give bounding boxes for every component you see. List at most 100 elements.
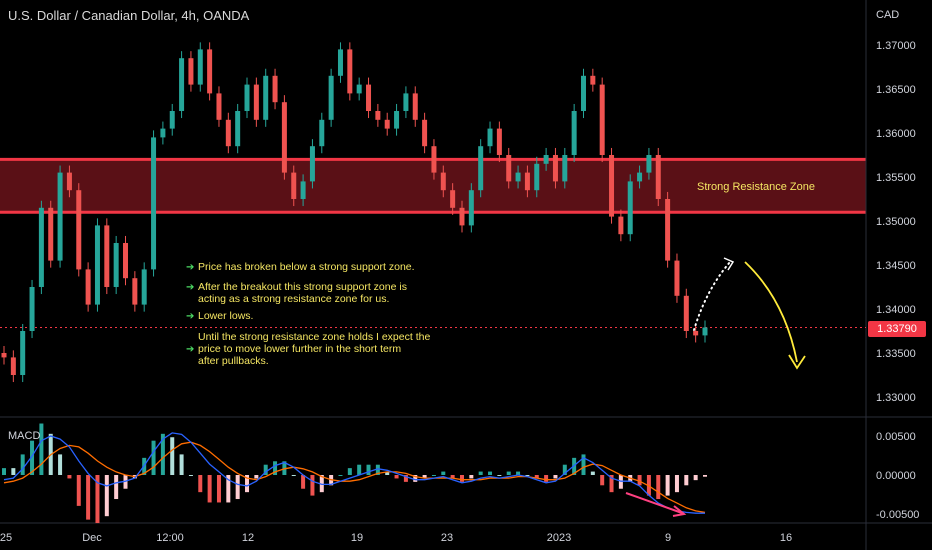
macd-divergence-line [625, 492, 683, 514]
candle-body [253, 84, 259, 120]
candle-body [440, 172, 446, 191]
macd-tick-label: 0.00500 [876, 431, 916, 443]
macd-histogram-bar [86, 475, 91, 520]
macd-histogram-bar [394, 475, 399, 479]
price-tick-label: 1.35500 [876, 172, 916, 184]
macd-histogram-bar [273, 461, 278, 475]
macd-histogram-bar [254, 475, 259, 479]
macd-histogram-bar [301, 475, 306, 489]
note-3: Lower lows. [198, 310, 254, 322]
price-tick-label: 1.33000 [876, 392, 916, 404]
candle-body [235, 111, 241, 147]
candle-body [431, 146, 437, 173]
price-series [1, 42, 708, 383]
candle-body [356, 84, 362, 94]
macd-histogram-bar [450, 475, 455, 479]
candle-body [674, 260, 680, 296]
macd-histogram-bar [170, 437, 175, 475]
candle-body [459, 207, 465, 226]
candle-body [384, 119, 390, 129]
macd-histogram-bar [506, 471, 511, 475]
candle-body [104, 225, 110, 287]
macd-histogram-bar [235, 475, 240, 500]
candle-body [85, 269, 91, 305]
candle-body [57, 172, 63, 261]
macd-histogram-bar [553, 475, 558, 479]
macd-histogram-bar [572, 457, 577, 475]
macd-histogram-bar [600, 475, 605, 486]
candle-body [160, 128, 166, 138]
pullback-projection-dotted [693, 261, 731, 331]
candle-body [66, 172, 72, 191]
candle-body [48, 207, 54, 261]
note-2: After the breakout this strong support z… [198, 281, 407, 305]
macd-histogram-bar [693, 475, 698, 481]
macd-histogram-bar [516, 471, 521, 475]
price-tick-label: 1.36000 [876, 128, 916, 140]
time-tick-label: 16 [780, 532, 792, 544]
time-tick-label: 25 [0, 532, 12, 544]
candle-body [468, 190, 474, 226]
zone-label: Strong Resistance Zone [697, 181, 816, 193]
macd-tick-label: 0.00000 [876, 470, 916, 482]
candle-body [422, 119, 428, 147]
price-axis[interactable]: 1.37000 1.36500 1.36000 1.35500 1.35000 1.345… [876, 40, 916, 404]
chart-title[interactable]: U.S. Dollar / Canadian Dollar, 4h, OANDA [8, 8, 250, 23]
macd-histogram-bar [478, 471, 483, 475]
macd-histogram-bar [488, 471, 493, 475]
macd-histogram-bar [413, 475, 418, 482]
macd-histogram-bar [441, 471, 446, 475]
macd-histogram-bar [665, 475, 670, 496]
macd-histogram-bar [581, 454, 586, 475]
candle-body [328, 75, 334, 120]
macd-histogram-bar [30, 440, 35, 475]
macd-histogram-bar [590, 471, 595, 475]
macd-histogram-bar [20, 454, 25, 475]
macd-axis[interactable]: 0.00500 0.00000 -0.00500 [876, 431, 919, 521]
candle-body [702, 327, 708, 336]
price-tick-label: 1.34500 [876, 260, 916, 272]
macd-histogram-bar [207, 475, 212, 503]
candle-body [506, 155, 512, 182]
candle-body [655, 155, 661, 199]
macd-histogram-bar [525, 475, 530, 476]
macd-histogram-bar [703, 475, 707, 477]
macd-histogram-bar [67, 475, 72, 479]
candle-body [309, 146, 315, 182]
candle-body [562, 155, 568, 182]
candle-body [403, 93, 409, 111]
macd-signal-line [3, 441, 706, 514]
time-axis[interactable]: 25 Dec 12:00 12 19 23 2023 9 16 [0, 532, 792, 544]
macd-tick-label: -0.00500 [876, 509, 919, 521]
time-tick-label: 19 [351, 532, 363, 544]
macd-histogram-bar [226, 475, 231, 503]
candle-body [151, 137, 157, 270]
candle-body [534, 163, 540, 191]
macd-pane [2, 423, 707, 524]
macd-label[interactable]: MACD [8, 430, 41, 442]
macd-histogram-bar [422, 475, 427, 479]
price-tick-label: 1.36500 [876, 84, 916, 96]
macd-histogram-bar [609, 475, 614, 493]
candle-body [132, 278, 138, 305]
candle-body [375, 111, 381, 120]
macd-histogram-bar [2, 468, 6, 475]
candle-body [207, 49, 213, 94]
candle-body [179, 58, 185, 111]
candle-body [665, 199, 671, 261]
macd-histogram-bar [469, 475, 474, 479]
candle-body [169, 111, 175, 129]
macd-histogram-bar [188, 475, 193, 476]
candle-body [76, 190, 82, 270]
macd-histogram-bar [656, 475, 661, 500]
macd-histogram-bar [637, 475, 642, 486]
macd-histogram-bar [76, 475, 81, 506]
time-tick-label: 2023 [547, 532, 571, 544]
candle-body [524, 172, 530, 191]
macd-divergence-arrowhead [672, 505, 687, 517]
candle-body [580, 75, 586, 111]
macd-histogram-bar [123, 475, 128, 489]
candle-body [244, 84, 250, 111]
